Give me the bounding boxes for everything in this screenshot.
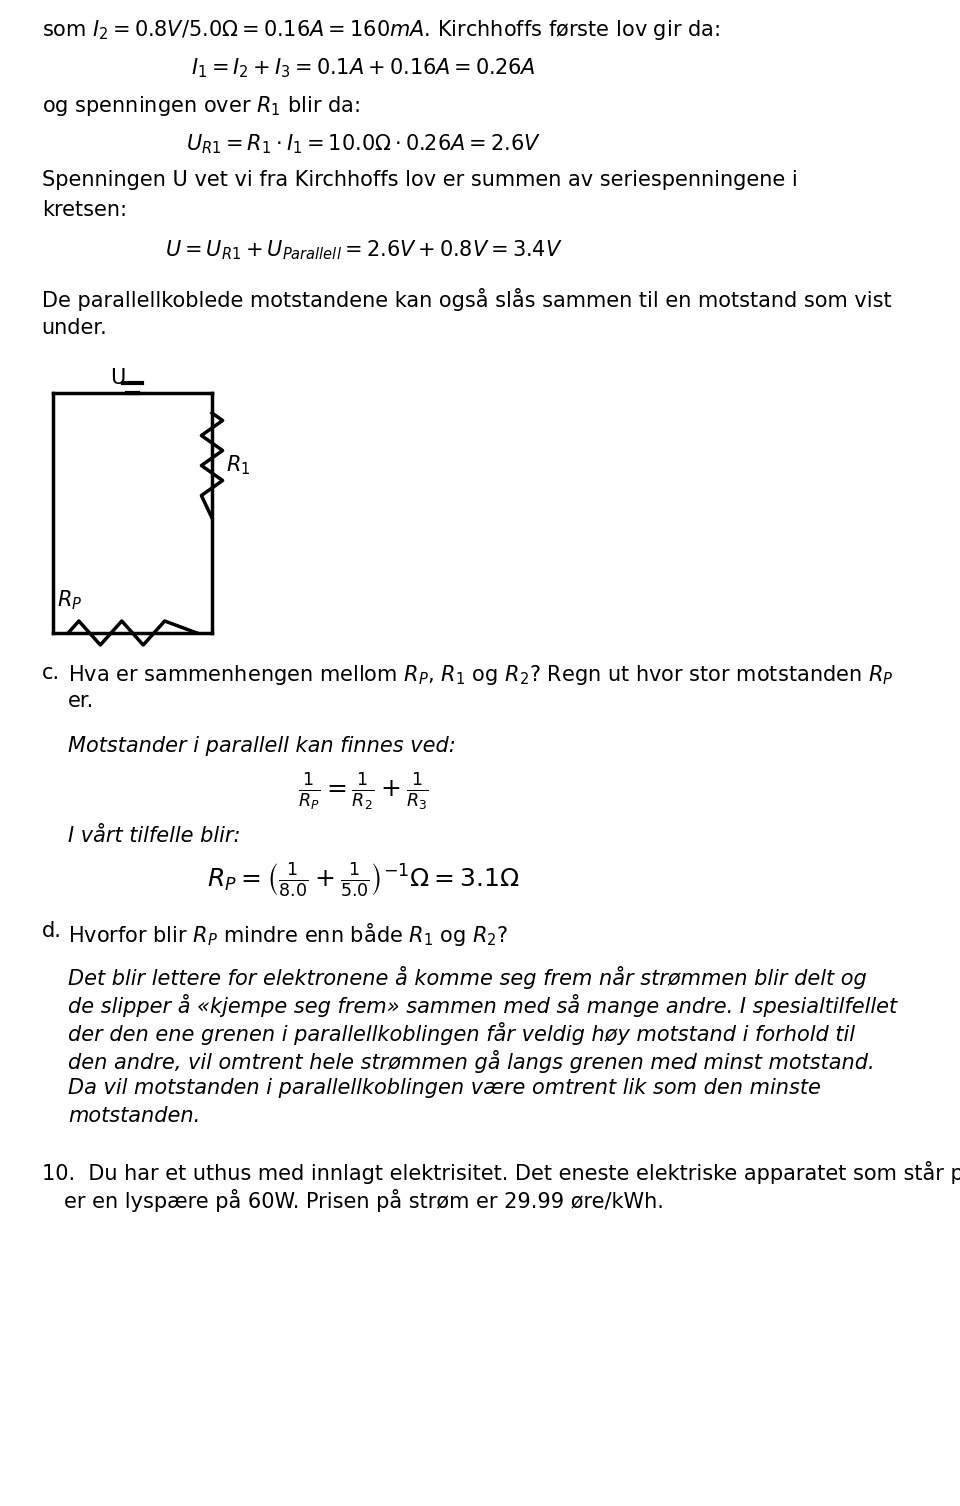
Text: der den ene grenen i parallellkoblingen får veldig høy motstand i forhold til: der den ene grenen i parallellkoblingen …	[68, 1023, 855, 1045]
Text: $U_{R1} = R_1 \cdot I_1 = 10.0\Omega \cdot 0.26A = 2.6V$: $U_{R1} = R_1 \cdot I_1 = 10.0\Omega \cd…	[186, 133, 540, 155]
Text: Hvorfor blir $R_P$ mindre enn både $R_1$ og $R_2$?: Hvorfor blir $R_P$ mindre enn både $R_1$…	[68, 922, 509, 947]
Text: De parallellkoblede motstandene kan også slås sammen til en motstand som vist: De parallellkoblede motstandene kan også…	[41, 288, 891, 312]
Text: og spenningen over $R_1$ blir da:: og spenningen over $R_1$ blir da:	[41, 93, 360, 117]
Text: er.: er.	[68, 691, 94, 711]
Text: som $I_2 = 0.8V/5.0\Omega = 0.16A = 160mA$. Kirchhoffs første lov gir da:: som $I_2 = 0.8V/5.0\Omega = 0.16A = 160m…	[41, 18, 720, 42]
Text: U: U	[109, 367, 125, 389]
Text: $R_1$: $R_1$	[226, 453, 250, 477]
Text: den andre, vil omtrent hele strømmen gå langs grenen med minst motstand.: den andre, vil omtrent hele strømmen gå …	[68, 1050, 875, 1072]
Text: kretsen:: kretsen:	[41, 200, 127, 220]
Text: $R_P$: $R_P$	[57, 587, 83, 611]
Text: I vårt tilfelle blir:: I vårt tilfelle blir:	[68, 825, 241, 846]
Text: d.: d.	[41, 922, 61, 941]
Text: Spenningen U vet vi fra Kirchhoffs lov er summen av seriespenningene i: Spenningen U vet vi fra Kirchhoffs lov e…	[41, 170, 798, 190]
Text: Det blir lettere for elektronene å komme seg frem når strømmen blir delt og: Det blir lettere for elektronene å komme…	[68, 965, 867, 989]
Text: de slipper å «kjempe seg frem» sammen med så mange andre. I spesialtilfellet: de slipper å «kjempe seg frem» sammen me…	[68, 994, 898, 1017]
Text: Da vil motstanden i parallellkoblingen være omtrent lik som den minste: Da vil motstanden i parallellkoblingen v…	[68, 1078, 821, 1098]
Text: c.: c.	[41, 663, 60, 684]
Text: 10.  Du har et uthus med innlagt elektrisitet. Det eneste elektriske apparatet s: 10. Du har et uthus med innlagt elektris…	[41, 1161, 960, 1184]
Text: under.: under.	[41, 318, 108, 337]
Text: $\frac{1}{R_P} = \frac{1}{R_2} + \frac{1}{R_3}$: $\frac{1}{R_P} = \frac{1}{R_2} + \frac{1…	[299, 771, 429, 812]
Text: $U = U_{R1} + U_{Parallell} = 2.6V + 0.8V = 3.4V$: $U = U_{R1} + U_{Parallell} = 2.6V + 0.8…	[164, 238, 563, 262]
Text: $R_P = \left(\frac{1}{8.0} + \frac{1}{5.0}\right)^{-1} \Omega = 3.1\Omega$: $R_P = \left(\frac{1}{8.0} + \frac{1}{5.…	[207, 861, 519, 899]
Text: Motstander i parallell kan finnes ved:: Motstander i parallell kan finnes ved:	[68, 736, 456, 756]
Text: $I_1 = I_2 + I_3 = 0.1A + 0.16A = 0.26A$: $I_1 = I_2 + I_3 = 0.1A + 0.16A = 0.26A$	[191, 56, 536, 80]
Text: motstanden.: motstanden.	[68, 1105, 201, 1126]
Text: Hva er sammenhengen mellom $R_P$, $R_1$ og $R_2$? Regn ut hvor stor motstanden $: Hva er sammenhengen mellom $R_P$, $R_1$ …	[68, 663, 894, 687]
Text: er en lyspære på 60W. Prisen på strøm er 29.99 øre/kWh.: er en lyspære på 60W. Prisen på strøm er…	[64, 1190, 664, 1212]
